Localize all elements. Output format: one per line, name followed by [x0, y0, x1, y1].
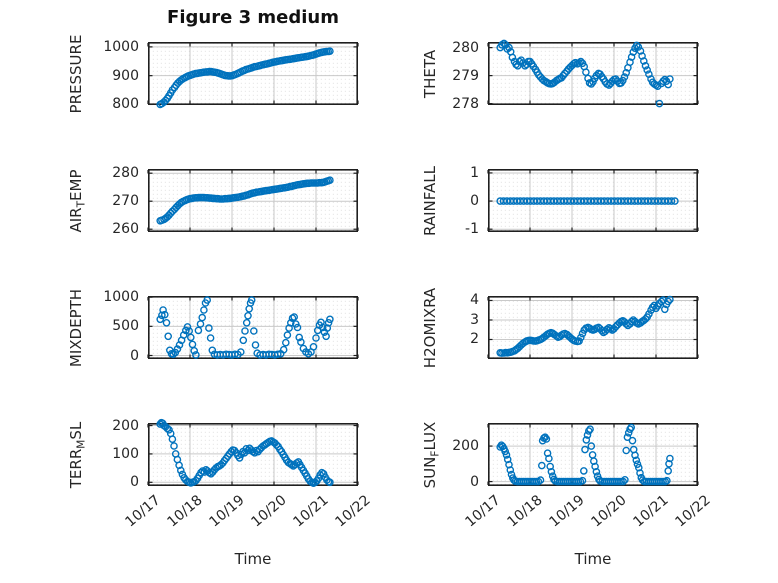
axis-ticks: [147, 43, 359, 106]
axes-box: [148, 169, 358, 233]
x-tick-label: 10/19: [546, 492, 588, 531]
axis-ticks: [487, 297, 699, 358]
y-tick-label-mixdepth: 1000: [103, 289, 139, 306]
y-tick-label-rainfall: 0: [470, 193, 479, 210]
y-tick-label-pressure: 800: [112, 96, 139, 113]
axis-ticks: [487, 170, 699, 231]
y-tick-label-sun-flux: 200: [452, 438, 479, 455]
x-tick-label: 10/20: [588, 492, 630, 531]
major-grid-lines: [148, 423, 358, 486]
axis-ticks: [147, 170, 359, 231]
axes-box: [488, 423, 698, 487]
minor-grid-dots: [489, 424, 697, 485]
axis-ticks: [487, 43, 699, 105]
scatter-points: [156, 418, 334, 488]
y-tick-label-theta: 279: [452, 67, 479, 84]
scatter-points: [496, 197, 679, 205]
y-tick-label-sun-flux: 0: [470, 473, 479, 490]
y-tick-label-air-temp: 280: [112, 165, 139, 182]
axes-box: [488, 42, 698, 106]
axes-box: [148, 423, 358, 487]
x-tick-label: 10/17: [462, 492, 504, 531]
x-tick-label: 10/22: [672, 492, 714, 531]
subplot-sun-flux: [487, 423, 699, 487]
x-tick-label: 10/21: [290, 492, 332, 531]
scatter-points: [496, 295, 674, 357]
y-tick-label-terr-msl: 100: [112, 445, 139, 462]
subplot-mixdepth: [147, 296, 359, 360]
figure-title: Figure 3 medium: [167, 7, 339, 28]
axes-box: [488, 169, 698, 233]
subplot-pressure: [147, 42, 359, 109]
scatter-points: [156, 176, 334, 225]
x-axis-label-left: Time: [234, 550, 272, 568]
x-axis-label-right: Time: [574, 550, 612, 568]
y-tick-label-pressure: 1000: [103, 38, 139, 55]
x-tick-label: 10/20: [248, 492, 290, 531]
subplot-theta: [487, 39, 699, 108]
scatter-points: [156, 296, 334, 359]
y-tick-label-mixdepth: 500: [112, 318, 139, 335]
y-tick-label-mixdepth: 0: [130, 347, 139, 364]
y-tick-label-theta: 278: [452, 95, 479, 112]
major-grid-lines: [488, 42, 698, 105]
major-grid-lines: [488, 423, 698, 486]
y-tick-label-h2omixra: 2: [470, 331, 479, 348]
x-tick-label: 10/18: [504, 492, 546, 531]
y-tick-label-rainfall: -1: [465, 221, 479, 238]
scatter-points: [496, 39, 674, 108]
y-tick-label-terr-msl: 200: [112, 417, 139, 434]
y-tick-label-h2omixra: 4: [470, 292, 479, 309]
subplot-h2omixra: [487, 295, 699, 360]
scatter-points: [156, 47, 334, 109]
axes-box: [148, 42, 358, 106]
x-tick-label: 10/22: [332, 492, 374, 531]
y-tick-label-rainfall: 1: [470, 164, 479, 181]
y-tick-label-pressure: 900: [112, 67, 139, 84]
y-tick-label-h2omixra: 3: [470, 311, 479, 328]
y-axis-label-sun-flux: SUNFLUX: [419, 365, 442, 545]
x-tick-label: 10/18: [164, 492, 206, 531]
subplot-terr-msl: [147, 418, 359, 488]
x-tick-label: 10/19: [206, 492, 248, 531]
y-tick-label-air-temp: 260: [112, 221, 139, 238]
y-tick-label-air-temp: 270: [112, 193, 139, 210]
y-tick-label-theta: 280: [452, 39, 479, 56]
subplot-rainfall: [487, 169, 699, 233]
x-tick-label: 10/21: [630, 492, 672, 531]
y-tick-label-terr-msl: 0: [130, 474, 139, 491]
axes-box: [488, 296, 698, 360]
subplot-air-temp: [147, 169, 359, 233]
x-tick-label: 10/17: [122, 492, 164, 531]
minor-grid-dots: [489, 43, 697, 104]
scatter-points: [496, 423, 674, 486]
